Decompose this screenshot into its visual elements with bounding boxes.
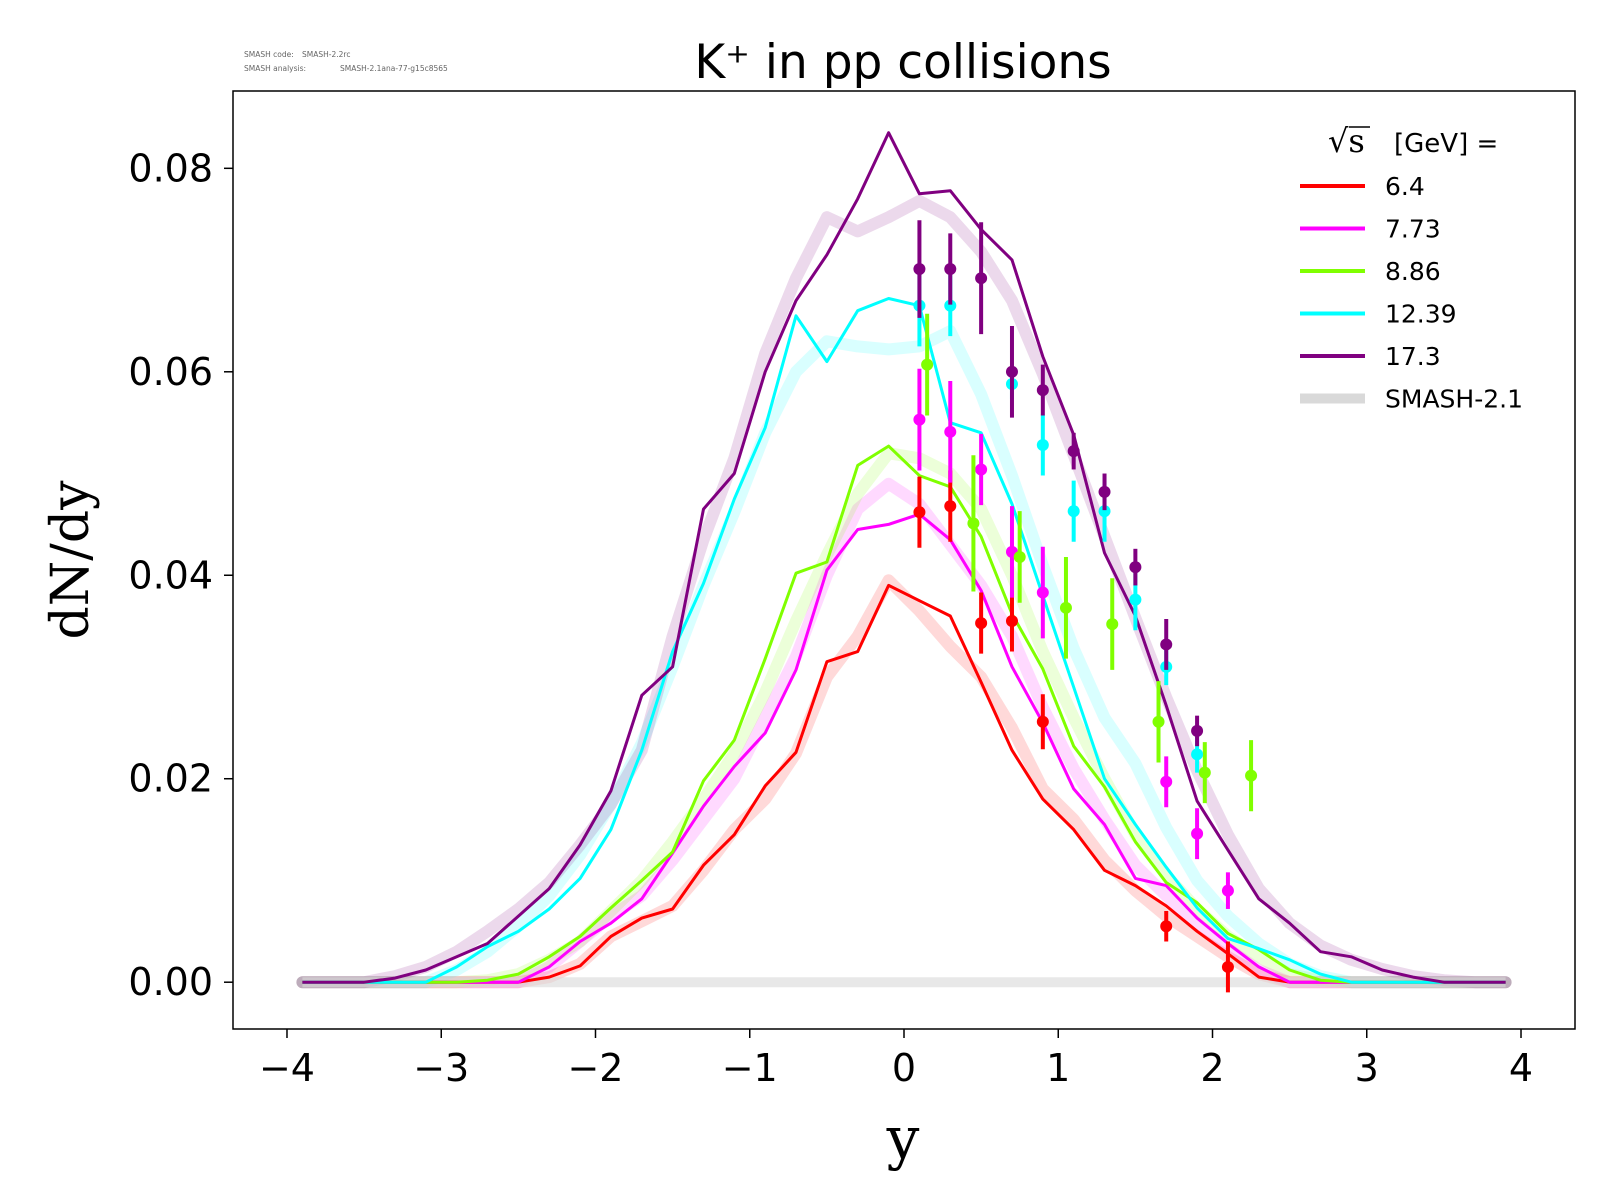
x-tick-label: 3	[1355, 1046, 1379, 1090]
series-17-3-data-point	[1098, 485, 1111, 498]
chart-title: K⁺ in pp collisions	[694, 35, 1111, 90]
series-6-4-data-point	[1221, 960, 1234, 973]
y-tick-label: 0.08	[128, 146, 213, 190]
series-6-4-data-point	[1036, 715, 1049, 728]
series-6-4-data-point	[1160, 920, 1173, 933]
version-analysis-value: SMASH-2.1ana-77-g15c8565	[340, 64, 448, 73]
series-8-86-line	[302, 444, 1506, 984]
series-8-86-data-point	[967, 517, 980, 530]
x-tick-label: 2	[1200, 1046, 1224, 1090]
series-12-39-line	[302, 297, 1506, 984]
series-8-86-data-point	[1106, 618, 1119, 631]
series-17-3-data-point	[1005, 365, 1018, 378]
series-6-4-data-point	[944, 500, 957, 513]
series-17-3-data-point	[913, 263, 926, 276]
version-code-label: SMASH code:	[244, 50, 294, 59]
series-7-73-data-point	[913, 413, 926, 426]
series-12-39-data-point	[1098, 505, 1111, 518]
series-12-39-smash21-band	[296, 325, 1512, 989]
legend-title-sqrt: √s	[1328, 122, 1365, 160]
legend-label-7-73: 7.73	[1385, 215, 1441, 244]
legend: √s [GeV] = 6.4 7.73 8.86 12.39 17.3 SMASH-2.1	[1300, 122, 1523, 414]
series-12-39-data-point	[944, 299, 957, 312]
x-tick-label: 1	[1046, 1046, 1070, 1090]
series-17-3-data-point	[1191, 724, 1204, 737]
series-17-3-smash21-band	[296, 194, 1512, 989]
version-code-value: SMASH-2.2rc	[302, 50, 350, 59]
series-7-73-data-point	[1221, 884, 1234, 897]
series-17-3-data-point	[1160, 638, 1173, 651]
x-tick-label: 4	[1509, 1046, 1533, 1090]
version-analysis-label: SMASH analysis:	[244, 64, 306, 73]
data-points	[913, 220, 1258, 993]
series-6-4-smash21-band	[296, 574, 1512, 989]
x-tick-label: 0	[892, 1046, 916, 1090]
x-axis: −4 −3 −2 −1 0 1 2 3 4	[259, 1029, 1533, 1090]
legend-title-text: [GeV] =	[1394, 129, 1498, 159]
series-6-4-data-point	[1005, 615, 1018, 628]
x-tick-label: −2	[567, 1046, 623, 1090]
series-17-3-data-point	[1129, 561, 1142, 574]
y-tick-label: 0.04	[128, 553, 213, 597]
x-axis-label: y	[886, 1104, 920, 1172]
series-17-3-data-point	[975, 272, 988, 285]
version-info: SMASH code: SMASH-2.2rc SMASH analysis: …	[244, 50, 448, 73]
series-17-3-line	[302, 131, 1506, 984]
series-12-39-data-point	[1067, 505, 1080, 518]
series-8-86-data-point	[1245, 769, 1258, 782]
series-7-73-data-point	[1191, 827, 1204, 840]
series-7-73-data-point	[1160, 775, 1173, 788]
series-8-86-data-point	[1152, 715, 1165, 728]
plot-frame	[232, 90, 1576, 1030]
series-12-39-data-point	[1191, 748, 1204, 761]
series-17-3-data-point	[1067, 445, 1080, 458]
legend-label-17-3: 17.3	[1385, 342, 1441, 371]
legend-label-SMASH-2-1: SMASH-2.1	[1385, 385, 1523, 414]
series-6-4-line	[302, 583, 1506, 984]
legend-label-8-86: 8.86	[1385, 257, 1441, 286]
series-7-73-data-point	[1036, 586, 1049, 599]
series-8-86-data-point	[1059, 601, 1072, 614]
y-tick-label: 0.02	[128, 757, 213, 801]
series-8-86-data-point	[1013, 550, 1026, 563]
series-lines	[302, 131, 1506, 984]
series-8-86-data-point	[921, 358, 934, 371]
series-7-73-line	[302, 512, 1506, 984]
series-12-39-data-point	[1036, 439, 1049, 452]
series-7-73-smash21-band	[296, 477, 1512, 989]
series-6-4-data-point	[913, 506, 926, 519]
y-axis: 0.00 0.02 0.04 0.06 0.08	[128, 146, 233, 1004]
series-8-86-smash21-band	[296, 447, 1512, 989]
x-tick-label: −3	[413, 1046, 469, 1090]
series-8-86-data-point	[1198, 766, 1211, 779]
series-17-3-data-point	[1036, 384, 1049, 397]
legend-label-6-4: 6.4	[1385, 172, 1425, 201]
series-6-4-data-point	[975, 617, 988, 630]
x-tick-label: −1	[722, 1046, 778, 1090]
y-axis-label: dN/dy	[41, 480, 101, 640]
series-7-73-data-point	[944, 425, 957, 438]
x-tick-label: −4	[259, 1046, 315, 1090]
series-17-3-data-point	[944, 263, 957, 276]
legend-label-12-39: 12.39	[1385, 300, 1457, 329]
series-12-39-data-point	[1129, 593, 1142, 606]
series-7-73-data-point	[975, 463, 988, 476]
y-tick-label: 0.06	[128, 350, 213, 394]
y-tick-label: 0.00	[128, 960, 213, 1004]
